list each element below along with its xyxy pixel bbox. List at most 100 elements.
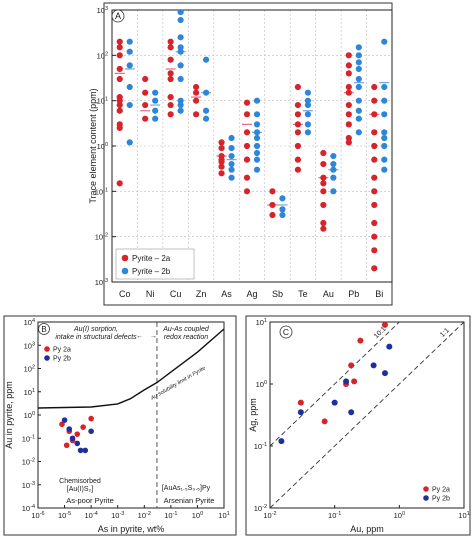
legend-label-py-2a: Py 2a xyxy=(53,347,71,354)
data-point-ag xyxy=(253,156,261,163)
arrow-left: ← xyxy=(136,333,143,340)
data-point-te xyxy=(304,97,312,104)
data-point-pb xyxy=(345,101,352,109)
y-tick-label: 101 xyxy=(24,388,35,397)
data-point-au xyxy=(330,174,337,181)
region-left-label: As-poor Pyrite xyxy=(66,496,114,505)
ratio-label: 1:1 xyxy=(439,327,451,339)
data-point-pb xyxy=(355,107,362,114)
y-tick-label: 100 xyxy=(97,142,108,151)
data-point-ag xyxy=(243,174,251,181)
data-point-te xyxy=(304,121,312,128)
data-point-au xyxy=(320,180,327,187)
data-point xyxy=(343,378,350,385)
data-point-te xyxy=(294,121,302,128)
data-point xyxy=(357,337,364,344)
data-point-cu xyxy=(177,44,184,51)
data-point-as xyxy=(228,174,235,181)
data-point-pb xyxy=(355,59,362,66)
ratio-line-10-1 xyxy=(269,321,400,447)
data-point-ag xyxy=(253,149,261,157)
x-tick-label: 10-1 xyxy=(164,511,177,520)
x-tick-label: 10-5 xyxy=(58,511,71,520)
data-point-co xyxy=(116,65,123,73)
data-point-ag xyxy=(253,121,261,128)
panel-c-ratio-lines: 10:1 1:1 xyxy=(269,321,465,509)
data-point-te xyxy=(294,129,302,136)
data-point xyxy=(321,418,328,425)
data-point-co xyxy=(116,75,123,83)
panel-c: 10-2 10-1 100 101 10-2 10-1 100 101 10:1 1:1 Au… xyxy=(245,315,471,536)
data-point-as xyxy=(218,158,225,165)
data-point xyxy=(386,343,393,350)
x-tick-label: 101 xyxy=(218,511,229,520)
data-point-pb xyxy=(345,134,352,142)
data-point-bi xyxy=(371,265,378,272)
panel-a-y-label: Trace element content (ppm) xyxy=(88,88,98,203)
data-point xyxy=(348,409,355,416)
data-point-pb xyxy=(345,139,352,146)
x-tick-label: 10-2 xyxy=(138,511,151,520)
data-point xyxy=(82,447,89,454)
data-point-co xyxy=(116,44,123,51)
data-point-ag xyxy=(253,166,261,173)
data-point-as xyxy=(228,160,235,168)
data-point-bi xyxy=(381,156,388,163)
data-point-ag xyxy=(243,99,251,106)
y-tick-label: 10-3 xyxy=(22,481,35,490)
data-point-zn xyxy=(202,89,210,96)
y-tick-label: 10-2 xyxy=(22,458,35,467)
legend-label-pyrite-2a: Pyrite – 2a xyxy=(132,254,171,263)
x-tick-label: 100 xyxy=(394,511,405,520)
x-tick-label-ni: Ni xyxy=(146,289,155,299)
x-tick-label: 10-1 xyxy=(328,511,341,520)
ratio-line-1-1 xyxy=(269,321,465,509)
data-point-as xyxy=(228,134,235,142)
data-point-au xyxy=(320,225,327,232)
legend-label-py-2b: Py 2b xyxy=(432,496,450,503)
data-point-pb xyxy=(345,89,352,96)
data-point xyxy=(63,442,70,449)
data-point-sb xyxy=(269,201,276,209)
panel-c-x-label: Au, ppm xyxy=(350,524,384,534)
data-point-pb xyxy=(355,52,362,59)
y-tick-label: 100 xyxy=(24,411,35,420)
x-tick-label-zn: Zn xyxy=(196,289,207,299)
data-point-cu xyxy=(177,34,184,41)
data-point-bi xyxy=(371,174,378,181)
data-point-bi xyxy=(371,188,378,195)
data-point-pb xyxy=(345,83,352,91)
data-point-ni xyxy=(152,89,159,96)
annotation-bottom-right: [AuAs₁.₅S₀.₅]Py xyxy=(162,485,211,492)
data-point-au xyxy=(320,149,327,157)
data-point-bi xyxy=(381,97,388,104)
panel-b-x-ticks: 10-6 10-5 10-4 10-3 10-2 10-1 100 101 xyxy=(31,505,230,520)
panel-b: 10-4 10-3 10-2 10-1 100 101 102 103 104 10-6 10-5… xyxy=(3,315,237,536)
data-point-ag xyxy=(253,134,261,142)
legend-label-py-2b: Py 2b xyxy=(53,356,71,363)
data-point-pb xyxy=(345,111,352,118)
data-point-bi xyxy=(381,38,388,45)
y-tick-label: 103 xyxy=(24,341,35,350)
data-point-te xyxy=(304,129,312,136)
data-point-te xyxy=(294,111,302,118)
data-point-pb xyxy=(355,115,362,122)
legend-marker-py-2a xyxy=(423,486,429,492)
x-tick-label-ag: Ag xyxy=(246,289,257,299)
data-point-sb xyxy=(269,188,276,195)
data-point-pb xyxy=(355,65,362,73)
panel-c-x-ticks: 10-2 10-1 100 101 xyxy=(263,505,470,520)
panel-c-frame xyxy=(245,315,471,536)
data-point-co xyxy=(126,38,133,45)
region-right-label: Arsenian Pyrite xyxy=(164,496,215,505)
legend-marker-py-2a xyxy=(44,346,50,352)
y-tick-label: 10-2 xyxy=(95,233,108,242)
data-point-au xyxy=(320,219,327,227)
data-point-pb xyxy=(355,75,362,83)
data-point-bi xyxy=(371,219,378,227)
data-point xyxy=(88,428,94,435)
data-point-bi xyxy=(371,83,378,91)
y-tick-label: 10-1 xyxy=(22,434,35,443)
data-point xyxy=(351,378,358,385)
panel-b-x-label: As in pyrite, wt% xyxy=(98,524,165,534)
